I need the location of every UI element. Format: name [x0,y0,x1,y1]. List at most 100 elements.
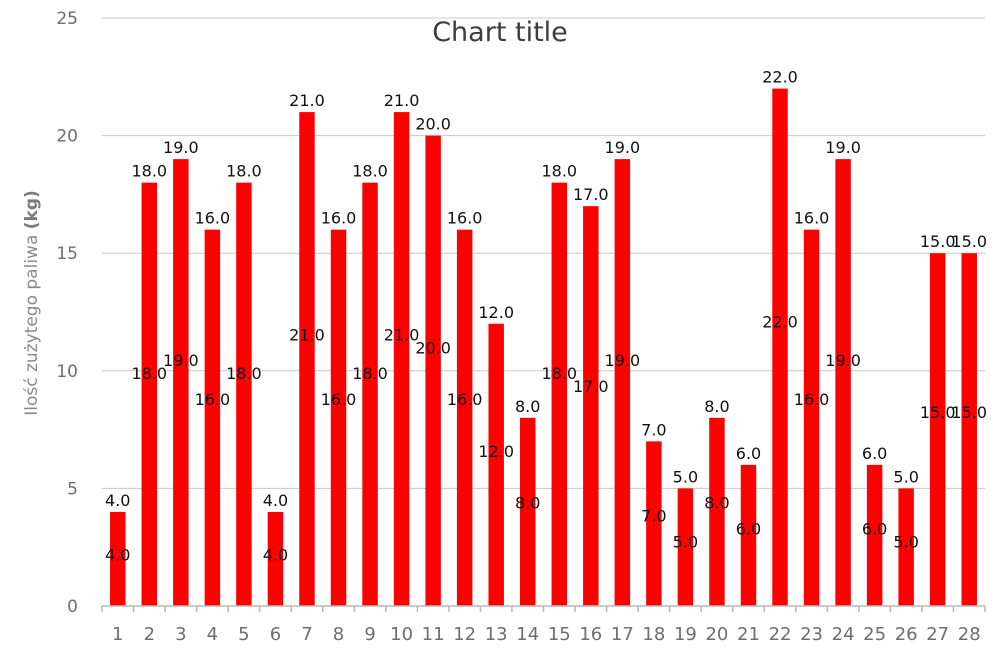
x-tick-label-15: 15 [548,624,571,645]
x-tick-label-14: 14 [516,624,539,645]
bar-9 [362,182,378,606]
x-tick-label-13: 13 [485,624,508,645]
bar-6 [267,511,284,606]
data-label-inside-5: 18.0 [226,364,262,383]
x-tick-label-17: 17 [611,624,634,645]
data-label-outside-27: 15.0 [920,232,956,251]
y-tick-label: 5 [67,479,78,499]
x-tick-label-23: 23 [800,624,823,645]
x-tick-label-19: 19 [674,624,697,645]
data-label-inside-17: 19.0 [605,351,641,370]
data-label-inside-6: 4.0 [263,545,288,564]
data-label-outside-6: 4.0 [263,491,288,510]
x-tick-label-11: 11 [422,624,445,645]
data-label-inside-16: 17.0 [573,377,609,396]
data-label-outside-10: 21.0 [384,91,420,110]
x-tick-label-27: 27 [926,624,949,645]
x-tick-label-26: 26 [895,624,918,645]
bar-28 [961,253,977,606]
x-tick-label-5: 5 [238,624,249,645]
data-label-inside-19: 5.0 [673,532,698,551]
data-label-outside-24: 19.0 [825,138,861,157]
data-label-inside-8: 16.0 [321,390,357,409]
bar-22 [772,88,788,606]
data-label-outside-3: 19.0 [163,138,199,157]
x-tick-label-24: 24 [832,624,855,645]
x-tick-label-25: 25 [863,624,886,645]
data-label-inside-7: 21.0 [289,325,325,344]
grid-lines [102,17,985,489]
chart-title: Chart title [432,17,568,48]
data-label-outside-9: 18.0 [352,162,388,181]
data-label-inside-4: 16.0 [195,390,231,409]
data-label-outside-20: 8.0 [704,397,729,416]
data-label-outside-23: 16.0 [794,209,830,228]
data-label-inside-12: 16.0 [447,390,483,409]
data-label-inside-2: 18.0 [131,364,167,383]
data-label-outside-16: 17.0 [573,185,609,204]
x-tick-label-2: 2 [144,624,155,645]
data-label-inside-18: 7.0 [641,506,666,525]
x-tick-label-10: 10 [390,624,413,645]
data-label-outside-13: 12.0 [478,303,514,322]
x-tick-label-7: 7 [301,624,312,645]
x-axis-ticks: 1 2 3 4 5 6 7 8 9 10 11 12 13 14 15 16 17 18 19 20 21 22 23 24 2… [101,606,986,645]
bar-25 [866,464,883,606]
y-tick-label: 10 [56,362,78,382]
data-label-outside-18: 7.0 [641,420,666,439]
data-label-outside-28: 15.0 [951,232,987,251]
data-label-outside-19: 5.0 [673,467,698,486]
x-tick-label-18: 18 [642,624,665,645]
data-label-outside-15: 18.0 [541,162,577,181]
bar-20 [709,417,725,606]
data-label-inside-14: 8.0 [515,494,540,513]
bar-19 [677,488,694,606]
data-label-outside-17: 19.0 [605,138,641,157]
bar-1 [110,511,126,606]
y-tick-label: 0 [67,597,78,617]
x-tick-label-16: 16 [579,624,602,645]
bar-15 [551,182,567,606]
bar-27 [929,253,946,606]
data-label-outside-21: 6.0 [736,444,761,463]
data-label-outside-26: 5.0 [893,467,918,486]
data-label-outside-7: 21.0 [289,91,325,110]
bar-13 [488,323,504,606]
bar-3 [173,159,189,606]
data-label-inside-21: 6.0 [736,519,761,538]
bar-2 [141,182,158,606]
bar-7 [299,112,315,606]
x-tick-label-6: 6 [270,624,281,645]
x-tick-label-8: 8 [333,624,344,645]
y-axis-label: Ilość zużytego paliwa (kg) [22,190,42,416]
data-label-outside-11: 20.0 [415,115,451,134]
y-tick-label: 20 [56,127,78,147]
x-tick-label-4: 4 [207,624,218,645]
bar-18 [646,441,662,606]
bar-14 [520,417,536,606]
y-tick-label: 15 [56,244,78,264]
data-label-inside-22: 22.0 [762,312,798,331]
x-tick-label-22: 22 [769,624,792,645]
data-label-inside-15: 18.0 [541,364,577,383]
bar-16 [583,206,599,606]
data-label-inside-20: 8.0 [704,494,729,513]
x-tick-label-20: 20 [705,624,728,645]
data-label-inside-1: 4.0 [105,545,130,564]
bar-21 [740,464,757,606]
data-label-inside-9: 18.0 [352,364,388,383]
y-axis-label-unit: (kg) [22,190,42,229]
bar-4 [204,229,221,606]
bar-12 [456,229,473,606]
bars [110,88,977,606]
bar-23 [803,229,820,606]
data-label-inside-3: 19.0 [163,351,199,370]
bar-17 [614,159,631,606]
data-label-inside-13: 12.0 [478,442,514,461]
bar-8 [330,229,347,606]
data-label-outside-8: 16.0 [321,209,357,228]
data-label-outside-5: 18.0 [226,162,262,181]
x-tick-label-21: 21 [737,624,760,645]
data-label-inside-28: 15.0 [951,403,987,422]
